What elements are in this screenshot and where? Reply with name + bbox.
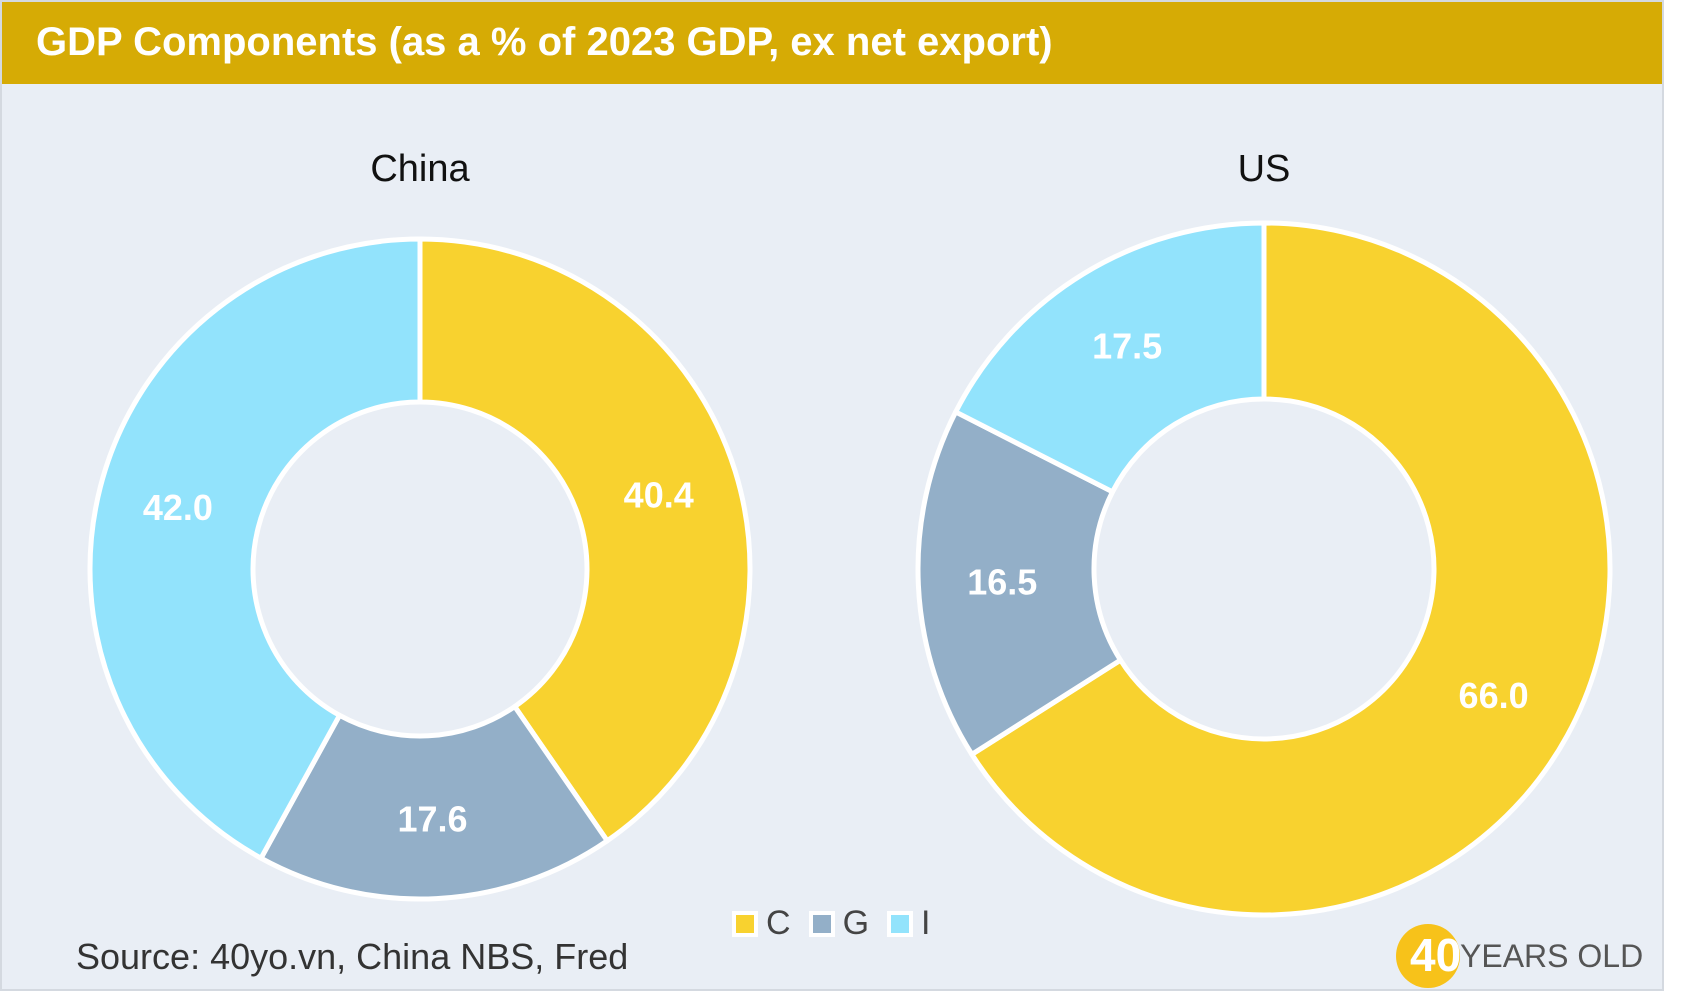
legend-swatch-i [887, 910, 914, 937]
chart-us-label-i: 17.5 [1092, 326, 1162, 367]
legend-swatch-g [808, 910, 835, 937]
chart-us-slice-c [969, 220, 1613, 918]
chart-china-slice-i [87, 236, 423, 861]
legend-label-c: C [766, 904, 791, 942]
brand-logo: 40 YEARS OLD [1396, 924, 1643, 988]
brand-text: YEARS OLD [1460, 937, 1644, 974]
chart-china-title: China [370, 148, 470, 190]
chart-china-slice-c [417, 236, 753, 844]
header-bar: GDP Components (as a % of 2023 GDP, ex n… [2, 2, 1662, 84]
chart-us-label-c: 66.0 [1459, 675, 1529, 716]
chart-us-title: US [1238, 148, 1291, 190]
legend-label-g: G [842, 904, 870, 942]
legend-item-c: C [732, 904, 791, 943]
legend-swatch-c [732, 910, 758, 937]
brand-badge: 40 [1396, 924, 1462, 988]
legend: C G I [732, 904, 948, 943]
legend-label-i: I [921, 904, 931, 942]
page-title: GDP Components (as a % of 2023 GDP, ex n… [36, 20, 1053, 64]
chart-us-slice-g [915, 409, 1123, 757]
chart-china-slice-g [258, 704, 610, 902]
source-note: Source: 40yo.vn, China NBS, Fred [76, 936, 629, 977]
chart-china-label-c: 40.4 [624, 475, 694, 516]
chart-china-label-i: 42.0 [143, 487, 213, 528]
legend-item-i: I [887, 904, 930, 943]
donut-charts: China 40.4 17.6 42.0 US 66.0 16.5 17.5 [87, 148, 1613, 918]
brand-number: 40 [1410, 929, 1462, 981]
chart-us-label-g: 16.5 [967, 561, 1037, 602]
chart-us-slice-i [953, 220, 1267, 495]
chart-china-label-g: 17.6 [398, 799, 468, 840]
legend-item-g: G [808, 904, 870, 943]
